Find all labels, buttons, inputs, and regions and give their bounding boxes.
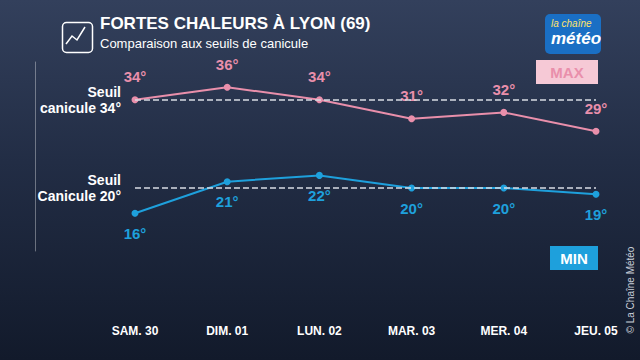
svg-text:34°: 34° bbox=[124, 68, 147, 85]
svg-text:20°: 20° bbox=[492, 200, 515, 217]
svg-text:SAM. 30: SAM. 30 bbox=[112, 324, 159, 338]
svg-text:22°: 22° bbox=[308, 187, 331, 204]
svg-text:MIN: MIN bbox=[560, 250, 588, 267]
svg-text:34°: 34° bbox=[308, 68, 331, 85]
svg-text:Seuil: Seuil bbox=[88, 172, 121, 188]
svg-text:JEU. 05: JEU. 05 bbox=[574, 324, 618, 338]
svg-text:32°: 32° bbox=[492, 81, 515, 98]
svg-text:canicule 34°: canicule 34° bbox=[40, 100, 121, 116]
svg-text:la chaîne: la chaîne bbox=[551, 18, 592, 29]
svg-text:19°: 19° bbox=[585, 206, 608, 223]
svg-text:MAX: MAX bbox=[550, 64, 583, 81]
svg-text:16°: 16° bbox=[124, 225, 147, 242]
svg-text:DIM. 01: DIM. 01 bbox=[206, 324, 248, 338]
svg-text:Comparaison aux seuils de cani: Comparaison aux seuils de canicule bbox=[100, 36, 308, 51]
svg-text:21°: 21° bbox=[216, 193, 239, 210]
svg-text:FORTES CHALEURS À LYON (69): FORTES CHALEURS À LYON (69) bbox=[100, 14, 370, 33]
svg-text:Seuil: Seuil bbox=[88, 84, 121, 100]
svg-text:© La Chaîne Météo: © La Chaîne Météo bbox=[625, 246, 636, 333]
svg-text:MER. 04: MER. 04 bbox=[480, 324, 527, 338]
svg-text:météo: météo bbox=[551, 29, 601, 48]
svg-text:LUN. 02: LUN. 02 bbox=[297, 324, 342, 338]
svg-text:20°: 20° bbox=[400, 200, 423, 217]
svg-text:36°: 36° bbox=[216, 56, 239, 73]
svg-text:31°: 31° bbox=[400, 87, 423, 104]
svg-text:29°: 29° bbox=[585, 100, 608, 117]
svg-text:MAR. 03: MAR. 03 bbox=[388, 324, 436, 338]
svg-text:Canicule 20°: Canicule 20° bbox=[38, 188, 121, 204]
